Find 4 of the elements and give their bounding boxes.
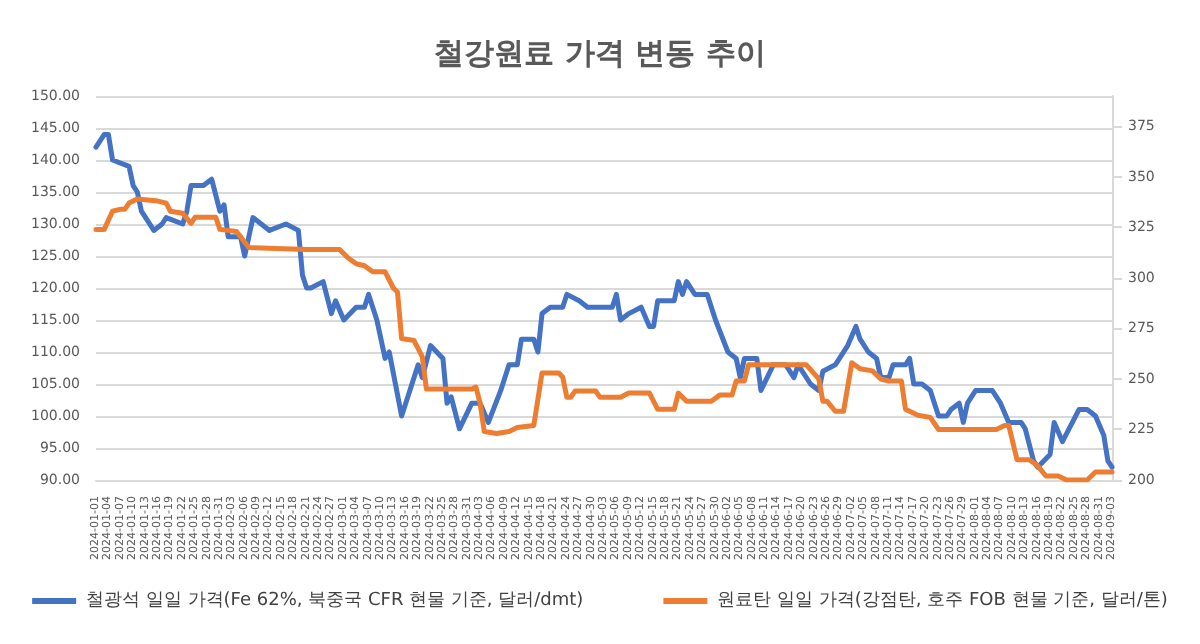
chart-title: 철강원료 가격 변동 추이 <box>434 35 766 71</box>
legend-label: 철광석 일일 가격(Fe 62%, 북중국 CFR 현물 기준, 달러/dmt) <box>86 591 584 611</box>
legend-label: 원료탄 일일 가격(강점탄, 호주 FOB 현물 기준, 달러/톤) <box>717 591 1168 611</box>
line-series <box>93 131 1115 470</box>
